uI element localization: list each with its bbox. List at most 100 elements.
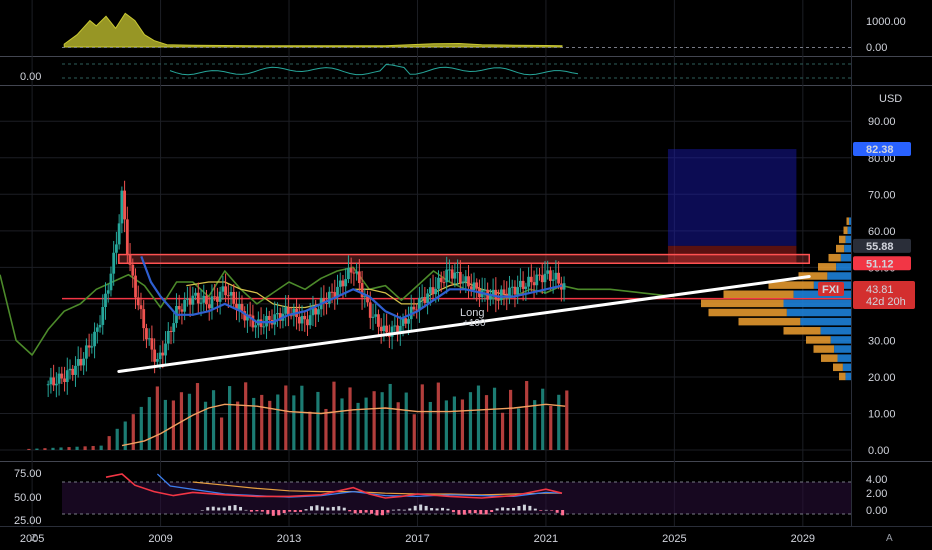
- bottom-axis-label-right: 0.00: [866, 505, 887, 517]
- price-axis-label: 60.00: [868, 226, 896, 238]
- price-axis-label: 0.00: [868, 445, 889, 457]
- top-oscillator-area: [63, 12, 563, 48]
- histogram-bar: [397, 509, 401, 511]
- candle-body: [428, 287, 432, 294]
- candle-body: [407, 319, 410, 324]
- candle-body: [355, 271, 359, 274]
- histogram-bar: [555, 510, 559, 513]
- volume-bar: [75, 446, 79, 450]
- candle-body: [502, 289, 506, 294]
- candle-body: [344, 279, 348, 287]
- volume-bar: [35, 448, 39, 450]
- candle-body: [434, 288, 438, 295]
- histogram-bar: [533, 508, 537, 511]
- auto-scale-button[interactable]: A: [886, 533, 893, 544]
- volume-bar: [300, 385, 304, 450]
- candle-body: [456, 271, 460, 273]
- volume-bar: [557, 394, 561, 450]
- candle-body: [379, 326, 383, 332]
- histogram-bar: [544, 509, 548, 511]
- candle-body: [164, 343, 167, 356]
- volume-profile-bar: [813, 345, 835, 353]
- price-tag-text: 55.88: [866, 241, 894, 253]
- candle-body: [286, 307, 290, 316]
- candle-body: [74, 365, 77, 375]
- candle-body: [467, 276, 470, 287]
- volume-bar: [436, 382, 440, 450]
- candle-body: [276, 313, 279, 315]
- volume-bar: [147, 397, 151, 450]
- candle-body: [417, 297, 421, 311]
- top-oscillator-pane[interactable]: [62, 12, 851, 48]
- grid-lines: [0, 0, 851, 526]
- volume-bar: [492, 387, 497, 450]
- histogram-bar: [522, 504, 526, 511]
- candle-body: [183, 299, 187, 312]
- candle-body: [352, 272, 356, 274]
- bottom-oscillator-pane[interactable]: [62, 473, 851, 516]
- candle-body: [158, 352, 162, 360]
- top-axis-label: 0.00: [866, 42, 887, 54]
- mid-oscillator-pane[interactable]: [62, 63, 851, 79]
- histogram-bar: [288, 510, 292, 512]
- currency-label[interactable]: USD: [879, 93, 902, 105]
- price-tag: [853, 238, 911, 253]
- histogram-bar: [380, 510, 384, 516]
- histogram-bar: [561, 510, 565, 516]
- histogram-bar: [435, 508, 439, 511]
- histogram-bar: [517, 506, 521, 511]
- candle-body: [390, 326, 394, 337]
- candle-body: [396, 325, 399, 334]
- histogram-bar: [217, 507, 221, 511]
- volume-profile-bar: [821, 354, 838, 362]
- candle-body: [439, 277, 443, 283]
- price-axis-label: 90.00: [868, 116, 896, 128]
- candle-body: [529, 276, 533, 283]
- price-tag: [853, 256, 911, 271]
- timezone-button[interactable]: Z: [31, 533, 38, 544]
- volume-bar: [388, 383, 392, 450]
- candle-body: [483, 289, 487, 291]
- volume-bar: [484, 395, 489, 450]
- candle-body: [445, 269, 449, 283]
- candle-body: [205, 295, 208, 305]
- volume-bar: [107, 436, 111, 450]
- histogram-bar: [539, 510, 543, 511]
- candle-body: [147, 338, 151, 340]
- candle-body: [325, 302, 328, 304]
- histogram-bar: [353, 510, 357, 514]
- price-pane[interactable]: [0, 149, 851, 450]
- candle-body: [308, 315, 312, 326]
- candle-body: [207, 304, 211, 309]
- histogram-bar: [320, 506, 324, 511]
- candle-body: [224, 286, 227, 296]
- histogram-bar: [408, 508, 412, 511]
- candle-body: [213, 296, 217, 298]
- candle-body: [442, 282, 446, 284]
- histogram-bar: [206, 507, 210, 511]
- volume-bar: [268, 400, 272, 450]
- candle-body: [562, 283, 566, 290]
- candle-body: [199, 302, 203, 304]
- volume-profile-bar: [845, 372, 851, 381]
- candle-body: [169, 331, 173, 333]
- histogram-bar: [299, 510, 303, 512]
- candle-body: [401, 318, 405, 326]
- candle-body: [327, 291, 331, 304]
- candle-body: [311, 308, 315, 316]
- volume-bar: [155, 386, 159, 450]
- volume-bar: [123, 421, 127, 450]
- volume-bar: [525, 381, 529, 450]
- volume-bar: [428, 401, 432, 450]
- candle-body: [385, 325, 389, 333]
- volume-bar: [203, 401, 208, 450]
- trendline: [117, 274, 811, 373]
- volume-bar: [236, 401, 240, 450]
- volume-profile-bar: [800, 317, 851, 326]
- candle-body: [494, 289, 498, 300]
- volume-bar: [43, 448, 47, 450]
- histogram-bar: [239, 506, 243, 511]
- candle-body: [84, 345, 88, 359]
- time-axis-label: 2029: [791, 533, 815, 545]
